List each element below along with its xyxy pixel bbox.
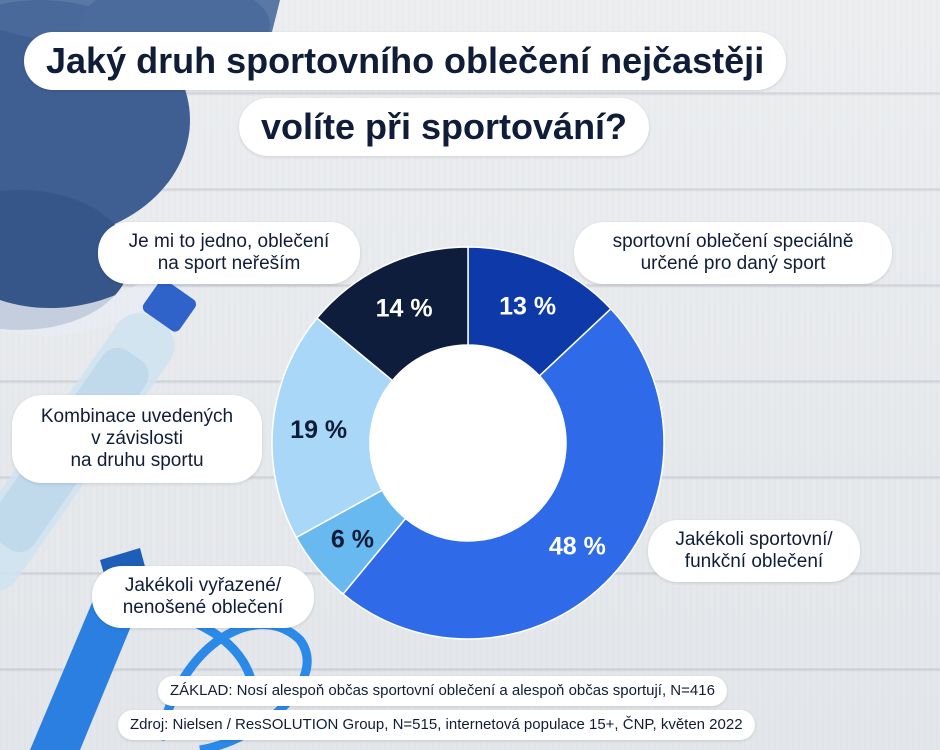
slice-label-combination: Kombinace uvedených v závislosti na druhu …: [12, 395, 262, 483]
slice-value-functional: 48 %: [549, 533, 606, 561]
slice-value-combination: 19 %: [290, 416, 347, 444]
slice-value-discarded: 6 %: [331, 526, 374, 554]
slice-label-dont-care: Je mi to jedno, oblečení na sport neřeším: [98, 222, 360, 284]
slice-combination: [271, 317, 394, 539]
slice-label-functional: Jakékoli sportovní/funkční oblečení: [648, 520, 860, 582]
source-footnote: Zdroj: Nielsen / ResSOLUTION Group, N=51…: [118, 710, 755, 740]
page-title-line2: volíte při sportování?: [239, 98, 650, 156]
page-title-line1: Jaký druh sportovního oblečení nejčastěj…: [24, 32, 787, 90]
slice-label-special-sport: sportovní oblečení speciálně určené pro d…: [574, 222, 892, 284]
slice-value-dont-care: 14 %: [376, 294, 433, 322]
donut-hole: [370, 345, 566, 541]
base-footnote: ZÁKLAD: Nosí alespoň občas sportovní obl…: [158, 676, 727, 706]
slice-value-special-sport: 13 %: [499, 292, 556, 320]
slice-label-discarded: Jakékoli vyřazené/nenošené oblečení: [92, 566, 314, 628]
